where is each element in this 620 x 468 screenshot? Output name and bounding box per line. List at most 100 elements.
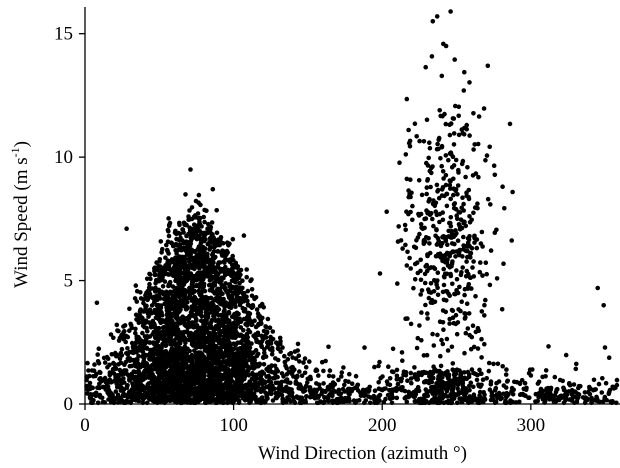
data-point [207, 330, 212, 336]
data-point [231, 370, 237, 375]
data-point [342, 382, 347, 388]
data-point [394, 395, 400, 401]
data-point [451, 192, 456, 198]
data-point [477, 367, 482, 373]
data-point [504, 367, 509, 372]
data-point [470, 265, 475, 270]
data-point [175, 342, 180, 347]
y-tick-label: 10 [54, 147, 73, 168]
data-point [400, 246, 405, 251]
data-point [424, 160, 429, 166]
data-point [230, 290, 236, 296]
data-point [168, 364, 173, 369]
data-point [297, 359, 302, 364]
data-point [482, 392, 487, 398]
data-point [220, 319, 226, 324]
data-point [418, 277, 424, 283]
data-point [275, 390, 281, 396]
data-point [275, 380, 281, 386]
data-point [606, 355, 612, 361]
data-point [198, 202, 203, 208]
data-point [301, 360, 306, 365]
data-point [248, 303, 253, 309]
data-point [488, 379, 494, 384]
data-point [129, 373, 135, 378]
data-point [202, 252, 208, 258]
data-point [152, 289, 158, 294]
data-point [471, 370, 476, 376]
data-point [455, 386, 461, 391]
data-point [296, 386, 302, 391]
data-point [446, 157, 451, 163]
data-point [452, 201, 458, 206]
data-point [125, 346, 130, 351]
data-point [454, 268, 459, 273]
data-point [488, 248, 494, 253]
data-point [413, 391, 419, 397]
data-point [161, 387, 166, 393]
data-point [170, 296, 175, 301]
data-point [601, 303, 606, 308]
data-point [261, 355, 266, 361]
data-point [460, 130, 466, 136]
data-point [162, 362, 168, 367]
data-point [147, 334, 153, 339]
data-point [195, 311, 200, 316]
data-point [225, 319, 230, 324]
data-point [245, 298, 250, 304]
data-point [245, 310, 250, 316]
data-point [543, 368, 549, 373]
data-point [197, 266, 202, 271]
data-point [444, 234, 450, 240]
data-point [234, 275, 240, 281]
data-point [215, 261, 221, 267]
data-point [215, 292, 220, 297]
data-point [123, 398, 129, 404]
data-point [339, 370, 345, 375]
data-point [460, 379, 465, 385]
data-point [196, 339, 202, 345]
data-point [141, 352, 147, 357]
data-point [277, 335, 283, 341]
data-point [238, 319, 244, 325]
data-point [471, 259, 476, 264]
data-point [169, 299, 175, 305]
data-point [150, 394, 156, 400]
data-point [426, 295, 432, 301]
data-point [190, 363, 195, 368]
data-point [471, 274, 477, 279]
data-point [203, 313, 208, 319]
data-point [165, 372, 171, 378]
data-point [397, 160, 402, 165]
data-point [441, 266, 447, 272]
data-point [339, 374, 344, 379]
y-tick-label: 15 [54, 24, 73, 45]
data-point [443, 172, 449, 178]
data-point [501, 383, 507, 388]
data-point [189, 247, 194, 253]
data-point [158, 335, 164, 341]
data-point [431, 265, 437, 270]
data-point [207, 346, 213, 352]
data-point [189, 205, 195, 210]
data-point [215, 286, 221, 292]
data-point [198, 396, 203, 402]
data-point [341, 399, 346, 405]
data-point [134, 317, 140, 322]
data-point [428, 184, 433, 190]
data-point [207, 240, 212, 245]
data-point [403, 152, 409, 157]
data-point [464, 243, 469, 249]
data-point [443, 153, 449, 158]
data-point [137, 391, 142, 397]
data-point [144, 303, 149, 309]
data-point [419, 192, 425, 198]
data-point [467, 394, 473, 399]
data-point [198, 329, 203, 334]
data-point [430, 19, 436, 24]
data-point [387, 382, 393, 388]
data-point [122, 335, 127, 340]
data-point [216, 334, 221, 339]
data-point [233, 312, 239, 317]
data-point [427, 140, 432, 145]
